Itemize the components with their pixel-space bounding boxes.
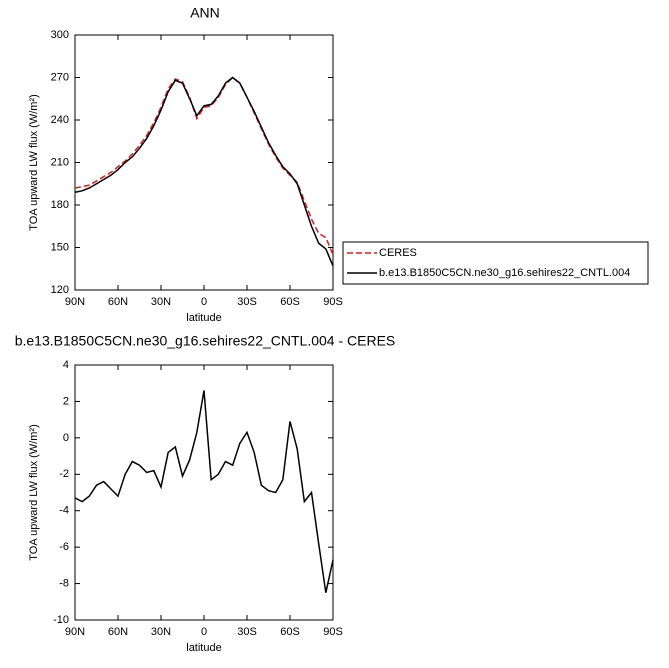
x-tick-label: 30S xyxy=(237,626,257,638)
y-tick-label: 150 xyxy=(51,241,69,253)
chart-title: ANN xyxy=(190,5,220,21)
x-axis-label: latitude xyxy=(186,312,221,324)
x-tick-label: 60S xyxy=(280,626,300,638)
y-tick-label: 2 xyxy=(63,395,69,407)
line-series xyxy=(74,76,334,255)
x-tick-label: 60N xyxy=(108,626,128,638)
y-tick-label: 120 xyxy=(51,284,69,296)
y-tick-label: 0 xyxy=(63,432,69,444)
x-tick-label: 60S xyxy=(280,296,300,308)
y-tick-label: -4 xyxy=(59,505,69,517)
y-tick-label: -8 xyxy=(59,577,69,589)
x-tick-label: 90S xyxy=(323,296,343,308)
y-tick-label: 270 xyxy=(51,71,69,83)
legend-label: CERES xyxy=(379,247,417,259)
plot-frame xyxy=(74,34,334,291)
legend-box xyxy=(342,241,649,285)
y-tick-label: -6 xyxy=(59,541,69,553)
y-tick-label: -2 xyxy=(59,468,69,480)
legend-label: b.e13.B1850C5CN.ne30_g16.sehires22_CNTL.… xyxy=(379,267,630,279)
line-series xyxy=(74,76,334,267)
x-tick-label: 0 xyxy=(201,296,207,308)
y-tick-label: -10 xyxy=(53,614,69,626)
x-tick-label: 30N xyxy=(151,296,171,308)
x-tick-label: 90S xyxy=(323,626,343,638)
y-axis-label: TOA upward LW flux (W/m²) xyxy=(28,424,40,561)
x-tick-label: 0 xyxy=(201,626,207,638)
x-axis-label: latitude xyxy=(186,642,221,654)
x-tick-label: 30S xyxy=(237,296,257,308)
chart-title: b.e13.B1850C5CN.ne30_g16.sehires22_CNTL.… xyxy=(15,333,396,349)
y-tick-label: 4 xyxy=(63,359,69,371)
x-tick-label: 90N xyxy=(65,296,85,308)
y-axis-label: TOA upward LW flux (W/m²) xyxy=(28,94,40,231)
line-series xyxy=(74,390,334,593)
x-tick-label: 90N xyxy=(65,626,85,638)
y-tick-label: 210 xyxy=(51,156,69,168)
y-tick-label: 300 xyxy=(51,29,69,41)
y-tick-label: 240 xyxy=(51,114,69,126)
x-tick-label: 30N xyxy=(151,626,171,638)
y-tick-label: 180 xyxy=(51,199,69,211)
x-tick-label: 60N xyxy=(108,296,128,308)
